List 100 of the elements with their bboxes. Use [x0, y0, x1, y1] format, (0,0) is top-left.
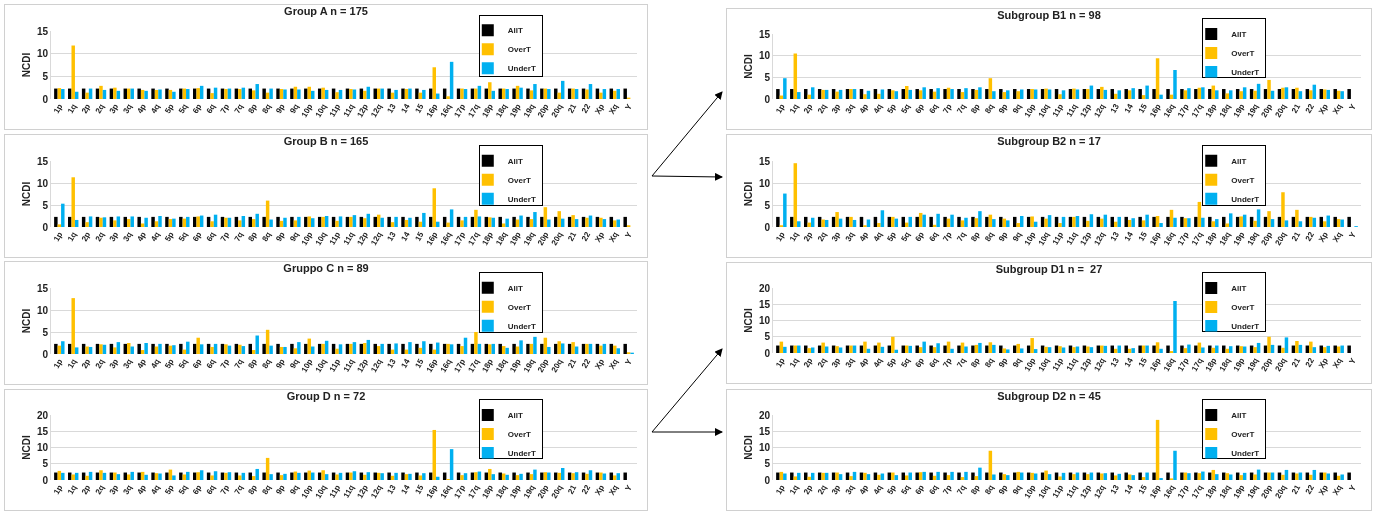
x-tick-label: 10p: [299, 483, 315, 500]
bar: [1228, 474, 1233, 480]
bar: [526, 472, 530, 480]
x-tick-label: Y: [1347, 482, 1359, 493]
x-tick-label: 13: [385, 102, 399, 115]
bar: [1152, 472, 1156, 480]
x-tick-label: 1q: [788, 230, 801, 244]
bar: [210, 346, 214, 354]
legend-label: UnderT: [507, 64, 536, 74]
bar: [1253, 90, 1257, 99]
bar: [505, 218, 509, 227]
bar: [519, 340, 523, 354]
x-tick-label: 3q: [121, 230, 135, 244]
bar: [113, 220, 117, 227]
x-tick-label: 13: [1108, 102, 1122, 115]
bar: [1215, 90, 1219, 99]
bar: [408, 217, 412, 227]
bar: [849, 345, 853, 353]
x-tick-label: 2p: [801, 102, 815, 116]
bar: [1173, 301, 1177, 353]
bar: [1281, 347, 1285, 353]
bar: [210, 475, 214, 480]
bar: [269, 345, 273, 354]
chart-title: Gruppo C n = 89: [283, 261, 369, 274]
bar: [526, 343, 530, 354]
bar: [1201, 217, 1205, 227]
x-tick-label: 22: [1303, 356, 1317, 369]
x-tick-label: 9p: [997, 483, 1010, 497]
bar: [415, 343, 419, 354]
x-tick-label: 3q: [843, 230, 857, 244]
bar: [401, 216, 405, 227]
bar: [238, 220, 242, 227]
bar: [922, 87, 926, 99]
chart-title: Subgroup B2 n = 17: [997, 134, 1101, 147]
bar: [964, 88, 968, 99]
bar: [918, 90, 923, 99]
bar: [1187, 88, 1191, 99]
bar: [196, 337, 200, 354]
bar: [776, 89, 780, 99]
bar: [1159, 348, 1163, 353]
x-tick-label: 2p: [801, 356, 815, 370]
bar: [429, 472, 433, 480]
bar: [571, 215, 575, 227]
y-tick-label: 20: [758, 409, 771, 421]
y-tick-label: 15: [36, 155, 49, 167]
x-tick-label: 7q: [955, 483, 968, 497]
bar: [290, 216, 294, 227]
bar: [1295, 340, 1299, 353]
bar: [985, 216, 989, 227]
bar: [1187, 344, 1191, 353]
bar: [57, 224, 62, 227]
x-tick-label: 17p: [452, 483, 468, 500]
bar: [807, 222, 811, 227]
y-tick-label: 10: [36, 177, 49, 189]
x-tick-label: 14: [399, 102, 412, 115]
x-tick-label: 7q: [955, 102, 968, 116]
x-tick-label: 14: [1122, 230, 1136, 243]
bar: [1089, 347, 1094, 353]
legend-label: AllT: [1231, 156, 1247, 166]
legend-label: UnderT: [1231, 194, 1260, 204]
bar: [224, 89, 228, 99]
bar: [1016, 223, 1020, 227]
bar: [540, 88, 544, 99]
bar: [533, 84, 537, 99]
bar: [505, 89, 509, 99]
x-tick-label: Y: [623, 356, 635, 367]
x-tick-label: 20p: [1259, 102, 1275, 119]
bar: [526, 88, 530, 99]
bar: [891, 216, 895, 227]
x-tick-label: 6p: [913, 356, 926, 370]
bar: [512, 472, 516, 480]
bar: [460, 88, 464, 99]
bar: [1072, 474, 1076, 480]
x-tick-label: 2p: [79, 357, 93, 371]
bar: [137, 343, 141, 354]
bar: [186, 341, 190, 354]
legend-label: UnderT: [507, 194, 536, 204]
bar: [238, 89, 242, 99]
bar: [158, 343, 162, 354]
x-tick-label: 21: [566, 357, 579, 370]
bar: [151, 343, 155, 354]
x-tick-label: 6p: [913, 230, 926, 244]
bar: [599, 92, 603, 99]
bar: [1281, 474, 1285, 480]
bar: [1239, 475, 1243, 480]
bar: [915, 345, 919, 353]
y-tick-label: 10: [36, 48, 49, 60]
bar: [252, 90, 256, 99]
legend-label: AllT: [507, 283, 523, 293]
x-tick-label: 7p: [218, 102, 232, 116]
bar: [85, 475, 89, 480]
bar: [1312, 347, 1317, 353]
y-tick-label: 15: [36, 282, 49, 294]
bar: [387, 88, 391, 99]
y-tick-label: 0: [764, 474, 771, 486]
bar: [891, 90, 895, 99]
bar: [1298, 221, 1303, 227]
bar: [807, 476, 811, 480]
bar: [985, 472, 989, 480]
bar: [950, 471, 954, 480]
